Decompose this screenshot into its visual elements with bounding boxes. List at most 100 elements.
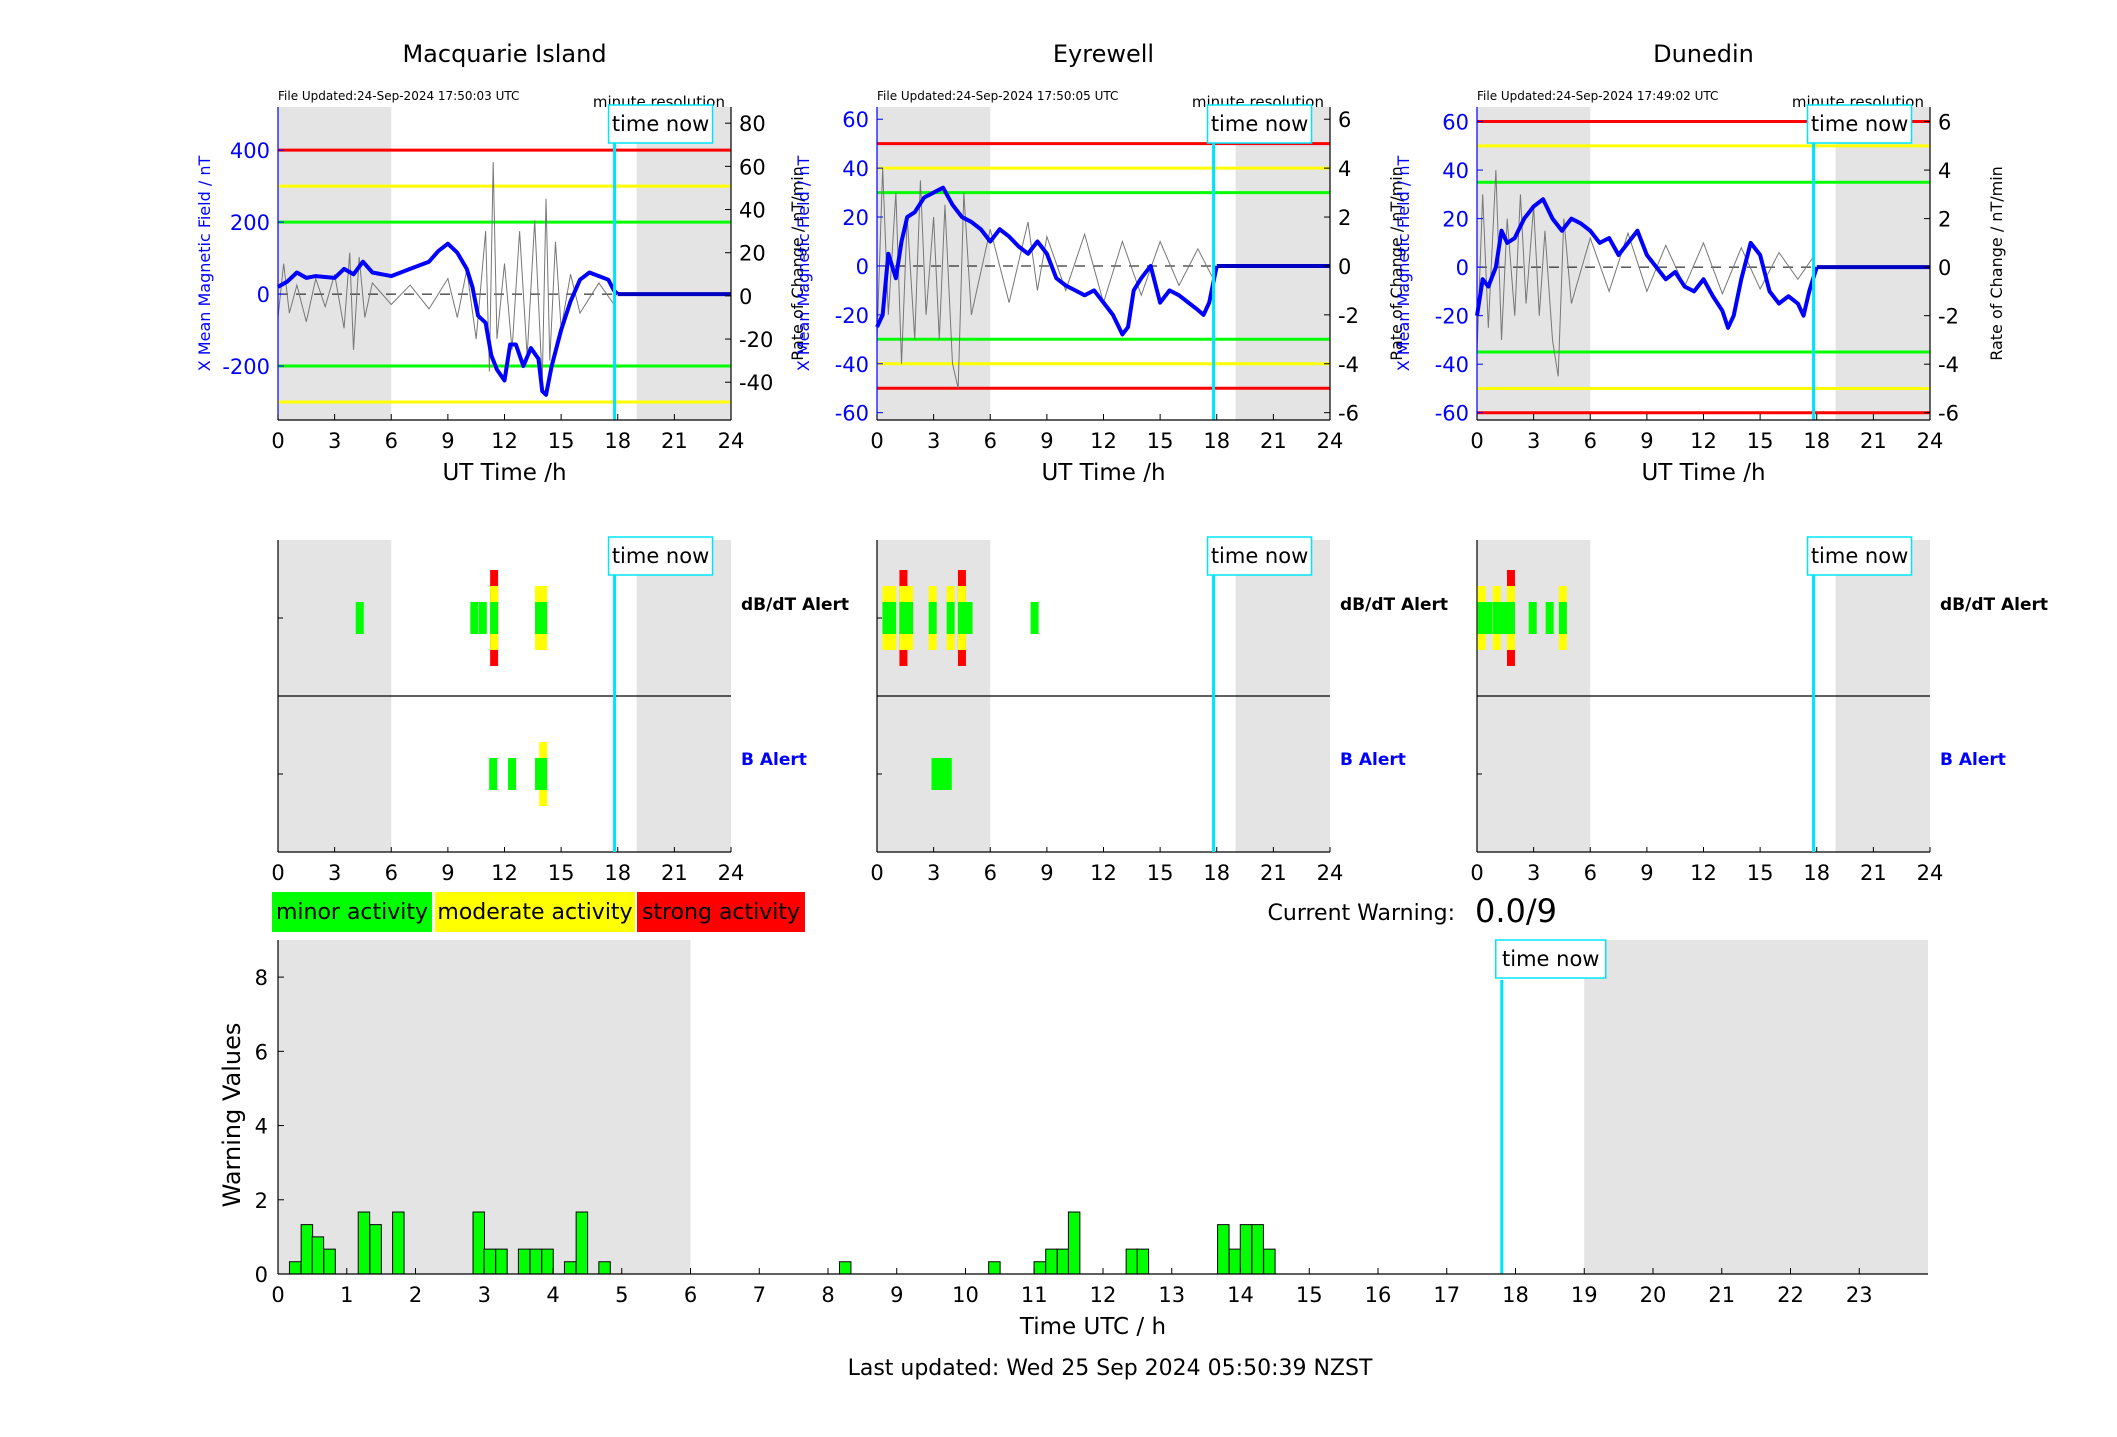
- warning-x-tick-label: 21: [1708, 1283, 1735, 1307]
- right-y-axis-label: Rate of Change / nT/min: [788, 166, 807, 361]
- left-tick-label: -60: [835, 402, 869, 426]
- warning-bar: [1239, 1224, 1253, 1275]
- left-tick-label: 60: [1442, 111, 1469, 135]
- warning-bar: [472, 1211, 485, 1275]
- warning-bar: [1136, 1248, 1150, 1275]
- warning-x-tick-label: 6: [684, 1283, 697, 1307]
- dbdt-alert-label: dB/dT Alert: [741, 595, 849, 615]
- x-tick-label: 6: [1584, 429, 1597, 453]
- left-tick-label: 20: [1442, 208, 1469, 232]
- warning-bar: [541, 1248, 554, 1275]
- dbdt-alert-bar-minor: [1545, 602, 1554, 634]
- dbdt-alert-bar-minor: [470, 602, 479, 634]
- right-tick-label: 60: [739, 155, 766, 179]
- b-alert-bar-minor: [489, 758, 498, 790]
- legend-moderate-swatch: [435, 892, 635, 932]
- dbdt-alert-bar-minor: [888, 602, 897, 634]
- x-tick-label: 3: [927, 429, 940, 453]
- left-y-axis-label: X Mean Magnetic Field / nT: [794, 156, 813, 372]
- dbdt-alert-bar-minor: [1492, 602, 1501, 634]
- x-tick-label: 15: [1747, 429, 1774, 453]
- warning-x-tick-label: 11: [1021, 1283, 1048, 1307]
- b-alert-bar-minor: [535, 758, 544, 790]
- legend-strong-swatch: [637, 892, 805, 932]
- right-y-axis-label: Rate of Change / nT/min: [1987, 166, 2006, 361]
- warning-x-tick-label: 15: [1296, 1283, 1323, 1307]
- warning-x-tick-label: 16: [1365, 1283, 1392, 1307]
- warning-x-tick-label: 12: [1090, 1283, 1117, 1307]
- alert-x-tick-label: 9: [1040, 861, 1053, 885]
- x-tick-label: 9: [1040, 429, 1053, 453]
- alert-x-tick-label: 21: [661, 861, 688, 885]
- alert-x-tick-label: 3: [328, 861, 341, 885]
- warning-bar: [1056, 1248, 1070, 1275]
- alert-x-tick-label: 9: [441, 861, 454, 885]
- warning-bar: [529, 1248, 543, 1275]
- left-tick-label: 0: [856, 255, 869, 279]
- right-tick-label: -6: [1938, 402, 1959, 426]
- current-warning: Current Warning: 0.0/9: [1268, 892, 1558, 930]
- warning-y-tick-label: 8: [255, 966, 268, 990]
- dbdt-alert-bar-minor: [355, 602, 364, 634]
- right-tick-label: -4: [1338, 353, 1359, 377]
- warning-bar: [838, 1261, 852, 1275]
- night-shading: [1835, 107, 1930, 420]
- right-tick-label: 2: [1938, 208, 1951, 232]
- warning-bar: [1217, 1224, 1230, 1275]
- left-y-axis-label: X Mean Magnetic Field / nT: [1394, 156, 1413, 372]
- warning-y-tick-label: 6: [255, 1040, 268, 1064]
- night-shading: [1235, 107, 1330, 420]
- alert-x-tick-label: 21: [1860, 861, 1887, 885]
- dbdt-alert-bar-minor: [928, 602, 937, 634]
- right-tick-label: -4: [1938, 353, 1959, 377]
- alert-x-tick-label: 12: [1090, 861, 1117, 885]
- right-y-axis-label: Rate of Change / nT/min: [1387, 166, 1406, 361]
- dbdt-alert-bar-minor: [1477, 602, 1486, 634]
- right-tick-label: 0: [739, 285, 752, 309]
- left-tick-label: 0: [1456, 256, 1469, 280]
- warning-x-tick-label: 17: [1433, 1283, 1460, 1307]
- station-title: Eyrewell: [1053, 40, 1154, 68]
- warning-time-now-box: [1495, 939, 1607, 979]
- dbdt-alert-label: dB/dT Alert: [1340, 595, 1448, 615]
- warning-bar: [1045, 1248, 1058, 1275]
- time-now-box: [1206, 104, 1313, 144]
- left-y-axis-label: X Mean Magnetic Field / nT: [195, 156, 214, 372]
- left-tick-label: -200: [222, 355, 270, 379]
- warning-bar: [1067, 1211, 1081, 1275]
- right-tick-label: 0: [1338, 255, 1351, 279]
- left-tick-label: 60: [842, 108, 869, 132]
- dbdt-alert-bar-minor: [1484, 602, 1493, 634]
- x-tick-label: 6: [385, 429, 398, 453]
- x-tick-label: 3: [328, 429, 341, 453]
- left-tick-label: 0: [257, 283, 270, 307]
- x-mean-field-series: [875, 185, 1219, 337]
- alert-x-tick-label: 24: [718, 861, 745, 885]
- right-tick-label: 6: [1338, 108, 1351, 132]
- alert-x-tick-label: 24: [1317, 861, 1344, 885]
- warning-x-tick-label: 2: [409, 1283, 422, 1307]
- warning-bar: [1263, 1248, 1276, 1275]
- x-tick-label: 21: [1860, 429, 1887, 453]
- alert-x-tick-label: 18: [1803, 861, 1830, 885]
- warning-x-tick-label: 8: [821, 1283, 834, 1307]
- current-warning-label: Current Warning:: [1268, 901, 1455, 926]
- dbdt-alert-bar-minor: [535, 602, 544, 634]
- warning-bar: [598, 1261, 611, 1275]
- alert-x-tick-label: 0: [271, 861, 284, 885]
- right-tick-label: 4: [1338, 157, 1351, 181]
- night-shading: [278, 107, 392, 420]
- right-tick-label: 2: [1338, 206, 1351, 230]
- warning-x-tick-label: 3: [478, 1283, 491, 1307]
- b-alert-bar-minor: [943, 758, 952, 790]
- alert-x-tick-label: 24: [1917, 861, 1944, 885]
- warning-bar: [517, 1248, 531, 1275]
- time-now-label: time now: [1811, 112, 1908, 136]
- file-updated-text: File Updated:24-Sep-2024 17:50:03 UTC: [278, 89, 519, 103]
- right-tick-label: 4: [1938, 159, 1951, 183]
- warning-x-tick-label: 23: [1846, 1283, 1873, 1307]
- x-tick-label: 21: [661, 429, 688, 453]
- left-tick-label: -20: [1435, 305, 1469, 329]
- station-0: Macquarie Island File Updated:24-Sep-2024…: [195, 40, 849, 885]
- b-alert-label: B Alert: [1940, 750, 2006, 770]
